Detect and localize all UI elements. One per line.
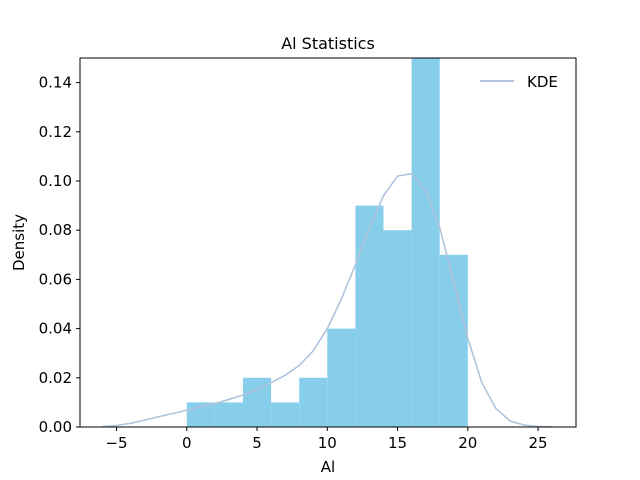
x-axis-ticks: −5 0 5 10 15 20 25 — [105, 427, 548, 452]
y-axis-ticks: 0.00 0.02 0.04 0.06 0.08 0.10 0.12 0.14 — [39, 74, 80, 436]
histogram-bar — [299, 377, 328, 427]
histogram-bar — [271, 402, 300, 427]
y-tick-label: 0.14 — [39, 74, 72, 92]
x-tick-label: −5 — [105, 434, 127, 452]
x-tick-label: 25 — [529, 434, 548, 452]
x-tick-label: 15 — [388, 434, 407, 452]
histogram-bar — [355, 205, 384, 427]
y-tick-label: 0.02 — [39, 369, 72, 387]
histogram-bar — [411, 58, 440, 427]
x-tick-label: 5 — [252, 434, 262, 452]
kde-series-line — [102, 172, 553, 428]
x-axis-title: Al — [321, 458, 335, 476]
y-axis-title: Density — [10, 214, 28, 271]
histogram-bar — [383, 230, 412, 427]
histogram-bars — [186, 58, 468, 427]
histogram-bar — [214, 402, 243, 427]
axes-frame — [79, 57, 577, 428]
y-tick-label: 0.06 — [39, 270, 72, 288]
chart-title: Al Statistics — [281, 34, 375, 53]
y-tick-label: 0.08 — [39, 221, 72, 239]
histogram-bar — [242, 377, 272, 427]
y-tick-label: 0.00 — [39, 418, 72, 436]
legend-label-kde: KDE — [527, 73, 558, 91]
x-tick-label: 0 — [182, 434, 192, 452]
y-tick-label: 0.10 — [39, 172, 72, 190]
kde-layer — [102, 172, 553, 428]
x-tick-label: 20 — [458, 434, 477, 452]
y-tick-label: 0.12 — [39, 123, 72, 141]
histogram-bar — [327, 328, 356, 427]
y-tick-label: 0.04 — [39, 320, 72, 338]
legend: KDE — [480, 73, 558, 91]
x-tick-label: 10 — [318, 434, 337, 452]
